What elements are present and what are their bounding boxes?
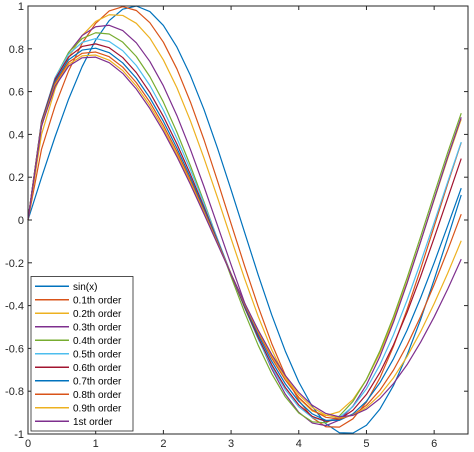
y-tick-label: -0.2 [5,258,24,270]
legend-label: 0.6th order [73,363,122,374]
legend-label: 0.2th order [73,309,122,320]
legend-label: 0.8th order [73,390,122,401]
legend: sin(x) 0.1th order 0.2th order 0.3th order 0… [30,276,134,432]
x-tick-label: 1 [93,438,99,450]
x-tick-label: 2 [160,438,166,450]
legend-label: sin(x) [73,282,97,293]
axes-layer: 0 1 2 3 4 5 6 1 0.8 0.6 0.4 0.2 0 -0.2 -0.4 -0.6 -0.8 -1 [5,1,469,450]
legend-label: 0.7th order [73,376,122,387]
y-tick-label: 1 [18,1,24,13]
series-layer [27,5,462,434]
y-tick-label: 0.8 [9,44,24,56]
legend-label: 1st order [73,417,113,428]
x-tick-label: 5 [363,438,369,450]
legend-label: 0.5th order [73,349,122,360]
legend-label: 0.3th order [73,322,122,333]
y-tick-label: 0.4 [9,129,24,141]
y-tick-label: -0.4 [5,301,24,313]
series-line-4 [27,32,462,424]
y-tick-label: 0.2 [9,172,24,184]
x-tick-label: 3 [228,438,234,450]
legend-label: 0.1th order [73,295,122,306]
y-tick-label: -1 [14,429,24,441]
x-tick-label: 6 [431,438,437,450]
y-tick-label: 0 [18,215,24,227]
x-tick-label: 4 [296,438,302,450]
legend-label: 0.9th order [73,403,122,414]
series-line-10 [27,56,462,418]
series-line-6 [27,43,462,422]
series-line-2 [27,14,462,417]
legend-label: 0.4th order [73,336,122,347]
y-tick-label: -0.6 [5,343,24,355]
x-tick-label: 0 [25,438,31,450]
y-tick-label: -0.8 [5,386,24,398]
y-tick-label: 0.6 [9,87,24,99]
